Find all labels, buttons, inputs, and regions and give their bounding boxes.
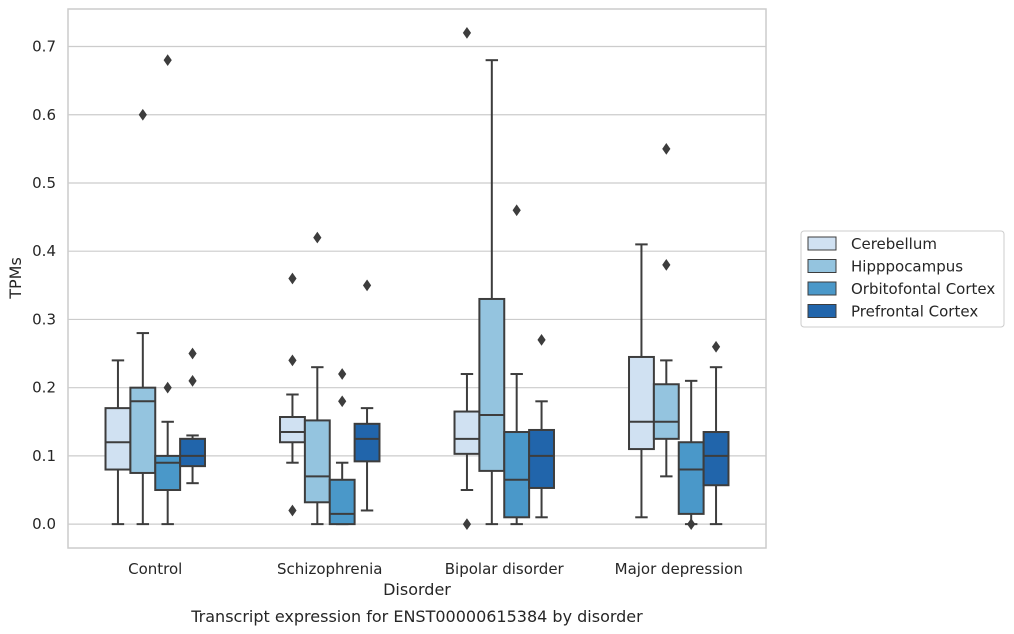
y-tick-label: 0.0 [32, 515, 56, 533]
box-series [104, 27, 730, 530]
box-group [652, 142, 680, 478]
box [628, 355, 655, 451]
y-axis-label: TPMs [6, 257, 25, 300]
box-group [628, 243, 655, 519]
outlier-point [188, 374, 197, 387]
box-group [503, 204, 531, 526]
outlier-point [288, 504, 297, 517]
x-tick-label: Major depression [615, 560, 743, 578]
x-axis-label: Disorder [383, 580, 451, 599]
outlier-point [462, 27, 472, 39]
legend: Cerebellum Hipppocampus Orbitofontal Corte… [800, 230, 1005, 328]
box-group [702, 340, 730, 526]
chart-caption: Transcript expression for ENST0000061538… [190, 607, 643, 626]
box-group [303, 231, 331, 526]
outlier-point [163, 381, 172, 394]
outlier-point [537, 334, 546, 346]
x-tick-label: Bipolar disorder [445, 560, 565, 578]
box [179, 437, 206, 468]
legend-label: Cerebellum [851, 235, 937, 253]
outlier-point [462, 518, 472, 530]
outlier-point [163, 54, 172, 67]
box [353, 422, 381, 463]
outlier-point [288, 354, 297, 367]
box [104, 407, 132, 471]
legend-swatch [807, 236, 837, 251]
y-tick-label: 0.6 [32, 106, 56, 124]
x-tick-label: Schizophrenia [277, 560, 382, 578]
y-tick-label: 0.3 [32, 310, 56, 328]
grid-lines [68, 45, 766, 525]
box [453, 410, 481, 455]
y-tick-labels: 0.0 0.1 0.2 0.3 0.4 0.5 0.6 0.7 [32, 38, 56, 534]
box-group [328, 368, 356, 526]
outlier-point [338, 395, 347, 408]
outlier-point [313, 231, 322, 244]
box [279, 416, 306, 444]
box-group [528, 334, 555, 519]
y-tick-label: 0.5 [32, 174, 56, 192]
outlier-point [362, 279, 372, 292]
outlier-point [687, 518, 696, 530]
y-tick-label: 0.2 [32, 379, 56, 397]
outlier-point [711, 340, 721, 353]
outlier-point [662, 258, 671, 271]
outlier-point [288, 272, 297, 285]
legend-label: Prefrontal Cortex [851, 303, 978, 321]
x-tick-labels: Control Schizophrenia Bipolar disorder Majo… [128, 560, 743, 578]
legend-swatch [807, 281, 837, 296]
outlier-point [138, 108, 147, 121]
box [154, 454, 182, 492]
outlier-point [512, 204, 521, 217]
y-tick-label: 0.7 [32, 38, 56, 56]
outlier-point [338, 368, 347, 380]
legend-label: Hipppocampus [851, 258, 963, 276]
box-group [129, 108, 157, 526]
legend-label: Orbitofontal Cortex [851, 280, 995, 298]
x-tick-label: Control [128, 560, 182, 578]
box-group [453, 27, 481, 530]
box-group [154, 54, 182, 526]
legend-swatch [807, 259, 837, 273]
box [652, 383, 680, 440]
box [528, 428, 555, 489]
box-group [478, 59, 506, 526]
box [702, 431, 730, 487]
y-tick-label: 0.4 [32, 242, 56, 260]
box-group [279, 272, 306, 517]
box [328, 478, 356, 526]
box [503, 431, 531, 519]
box-group [179, 347, 206, 485]
box-group [677, 379, 705, 530]
outlier-point [188, 347, 197, 360]
box [677, 441, 705, 515]
box-group [353, 279, 381, 512]
box [303, 419, 331, 504]
y-tick-label: 0.1 [32, 447, 56, 465]
box [478, 297, 506, 472]
legend-swatch [807, 304, 837, 318]
box-group [104, 359, 132, 526]
outlier-point [662, 142, 671, 155]
legend-frame [800, 230, 1005, 328]
plot-frame [67, 8, 767, 549]
